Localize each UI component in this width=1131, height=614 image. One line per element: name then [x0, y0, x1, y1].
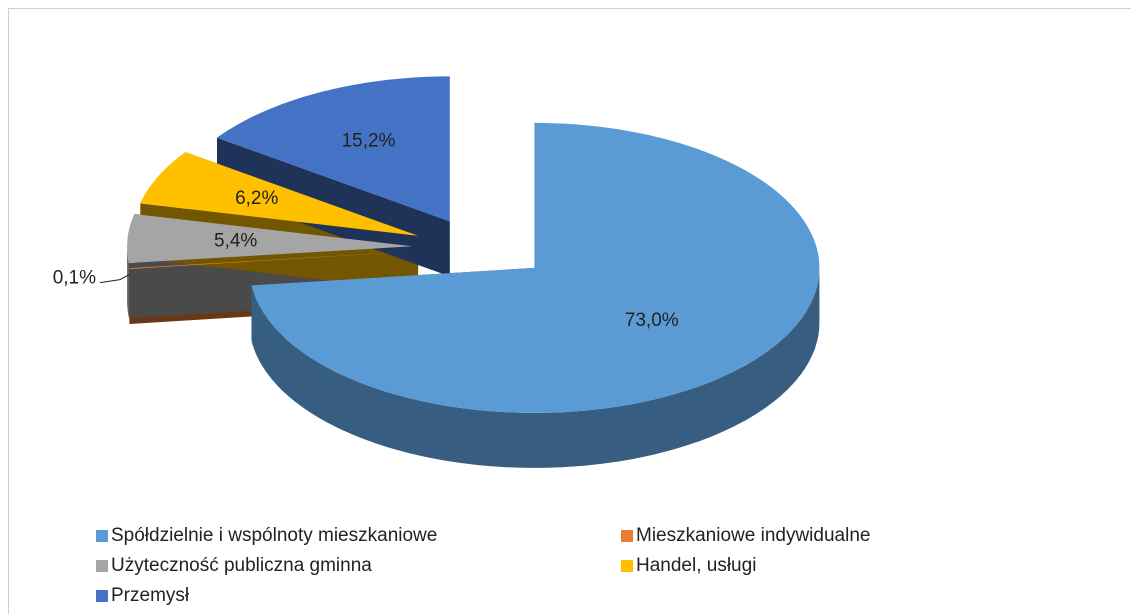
slice-side: [127, 246, 129, 318]
legend-label: Mieszkaniowe indywidualne: [636, 525, 870, 546]
legend-swatch: [96, 530, 108, 542]
data-label: 0,1%: [53, 268, 96, 289]
slice-side: [251, 267, 820, 468]
legend-label: Przemysł: [111, 585, 190, 606]
data-label: 5,4%: [214, 230, 257, 251]
slice: [129, 251, 413, 269]
legend-label: Spółdzielnie i wspólnoty mieszkaniowe: [111, 525, 437, 546]
slice: [127, 214, 413, 263]
legend-swatch: [96, 590, 108, 602]
legend-label: Handel, usługi: [636, 555, 756, 576]
data-label: 15,2%: [342, 131, 396, 152]
slice: [217, 76, 450, 222]
legend-label: Użyteczność publiczna gminna: [111, 555, 372, 576]
legend-swatch: [621, 560, 633, 572]
slice: [140, 152, 419, 236]
slice: [251, 122, 820, 413]
legend-swatch: [621, 530, 633, 542]
leader-line: [99, 274, 130, 284]
legend-swatch: [96, 560, 108, 572]
data-label: 73,0%: [625, 310, 679, 331]
data-label: 6,2%: [235, 188, 278, 209]
